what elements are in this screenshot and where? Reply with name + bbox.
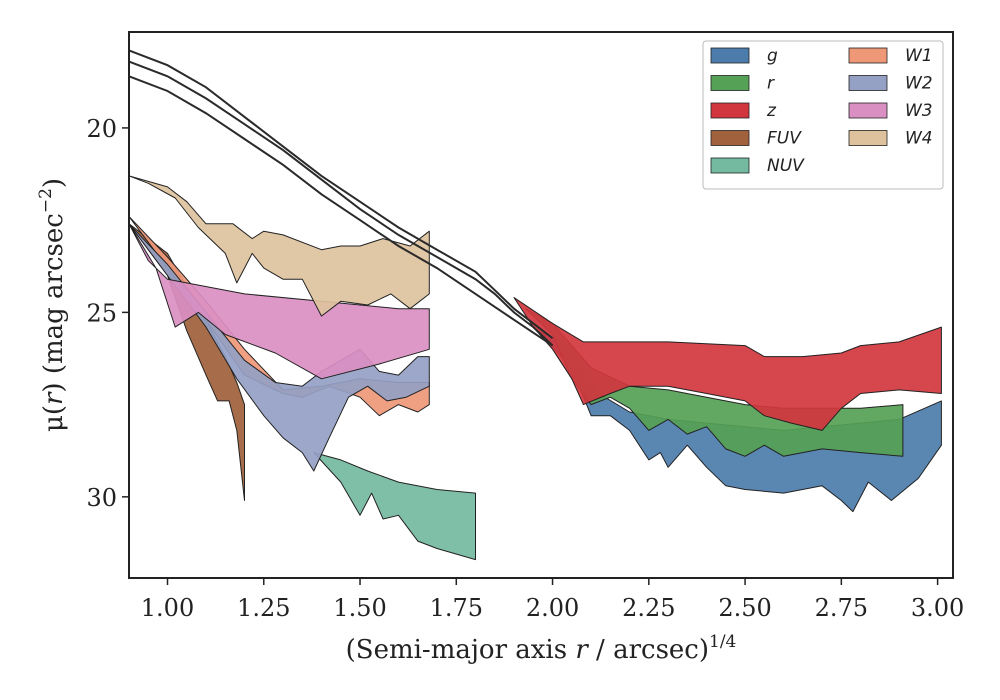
x-tick-label: 2.25 — [622, 594, 675, 622]
legend-label-w1: W1 — [905, 46, 933, 66]
y-axis-label: μ(r) (mag arcsec−2) — [36, 178, 69, 432]
x-axis-label: (Semi-major axis r / arcsec)1/4 — [346, 632, 737, 665]
legend-label-w3: W3 — [905, 101, 933, 121]
y-tick-label: 25 — [86, 299, 117, 327]
x-tick-label: 1.00 — [141, 594, 194, 622]
plot-frame — [128, 31, 954, 579]
legend-swatch-w3 — [848, 102, 888, 119]
band-w3 — [129, 223, 430, 380]
legend-swatch-w4 — [848, 130, 888, 146]
legend-label-r: r — [767, 74, 775, 94]
legend-swatch-fuv — [710, 130, 750, 146]
legend: grz FUV NUV W1 W2 W3 W4 — [702, 40, 944, 190]
legend-label-fuv: FUV — [767, 129, 802, 149]
legend-swatch-nuv — [710, 157, 750, 174]
y-axis-ticks: 20 25 30 — [86, 115, 129, 512]
x-axis-ticks: 1.00 1.25 1.50 1.75 2.00 2.25 2.50 2.75 3.00 — [141, 578, 964, 622]
x-tick-label: 3.00 — [911, 594, 964, 622]
x-tick-label: 2.50 — [718, 594, 771, 622]
legend-label-nuv: NUV — [767, 156, 805, 176]
profile-line-3 — [129, 49, 554, 339]
y-tick-label: 20 — [86, 115, 117, 143]
x-tick-label: 2.75 — [815, 594, 868, 622]
legend-swatch-g — [710, 47, 750, 64]
band-w2 — [129, 223, 430, 472]
band-series-group — [129, 175, 942, 561]
legend-swatch-z — [710, 102, 750, 119]
legend-label-g: g — [767, 46, 778, 66]
profile-lines-group — [129, 49, 554, 347]
band-nuv — [313, 452, 476, 561]
legend-swatch-r — [710, 75, 750, 91]
legend-swatch-w1 — [848, 47, 888, 64]
x-tick-label: 1.50 — [333, 594, 386, 622]
y-tick-label: 30 — [86, 484, 117, 512]
legend-label-z: z — [766, 101, 777, 121]
legend-label-w4: W4 — [905, 129, 933, 149]
x-tick-label: 1.25 — [237, 594, 290, 622]
profile-line-1 — [129, 75, 554, 347]
band-z — [513, 297, 942, 431]
x-tick-label: 1.75 — [430, 594, 483, 622]
band-w4 — [129, 175, 430, 317]
x-tick-label: 2.00 — [526, 594, 579, 622]
legend-label-w2: W2 — [905, 74, 933, 94]
legend-swatch-w2 — [848, 75, 888, 91]
profile-line-2 — [129, 60, 554, 347]
